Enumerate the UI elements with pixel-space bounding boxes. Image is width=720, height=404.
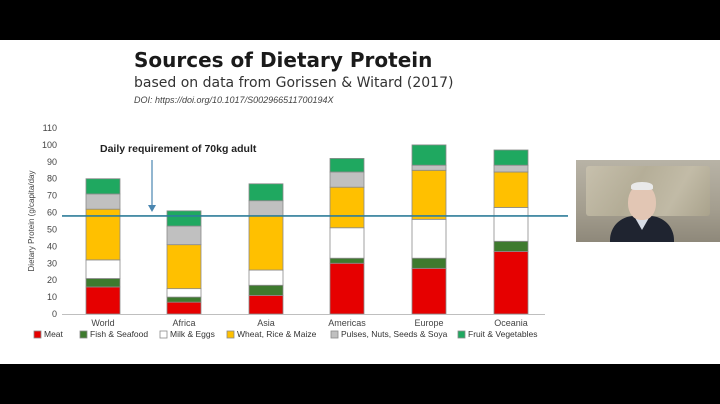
y-tick-label: 80 (47, 174, 57, 184)
y-tick-label: 20 (47, 275, 57, 285)
bar-segment (493, 171, 529, 208)
y-tick-label: 60 (47, 208, 57, 218)
bar-segment (85, 178, 121, 195)
y-tick-label: 90 (47, 157, 57, 167)
bar-segment (329, 171, 365, 188)
legend-label: Meat (44, 329, 64, 339)
x-tick-label: World (91, 318, 114, 328)
bar-segment (166, 301, 202, 315)
legend-swatch (159, 330, 168, 339)
x-tick-label: Europe (414, 318, 443, 328)
legend-label: Pulses, Nuts, Seeds & Soya (341, 329, 448, 339)
bar-segment (166, 244, 202, 290)
x-tick-label: Oceania (494, 318, 528, 328)
y-tick-label: 0 (52, 309, 57, 319)
slide-subtitle: based on data from Gorissen & Witard (20… (134, 75, 454, 91)
bar-segment (329, 227, 365, 259)
y-tick-label: 10 (47, 292, 57, 302)
bar-segment (166, 210, 202, 227)
bar-segment (411, 144, 447, 166)
presenter-hair (631, 182, 653, 190)
legend-swatch (457, 330, 466, 339)
bar-segment (411, 257, 447, 269)
bar-segment (411, 218, 447, 259)
annotation-text: Daily requirement of 70kg adult (100, 143, 257, 155)
bar-segment (85, 278, 121, 288)
legend-swatch (79, 330, 88, 339)
bar-segment (493, 251, 529, 315)
bar-segment (166, 288, 202, 298)
bar-segment (85, 286, 121, 315)
x-tick-label: Asia (257, 318, 275, 328)
bar-segment (493, 164, 529, 173)
bar-segment (493, 207, 529, 242)
bar-segment (166, 296, 202, 303)
bar-segment (329, 262, 365, 315)
legend-swatch (33, 330, 42, 339)
y-tick-label: 40 (47, 241, 57, 251)
bar-segment (85, 259, 121, 279)
bar-segment (329, 186, 365, 229)
y-tick-label: 100 (42, 140, 57, 150)
bar-segment (411, 169, 447, 220)
bar-segment (493, 240, 529, 252)
bar-segment (329, 158, 365, 173)
bar-segment (248, 200, 284, 217)
y-tick-label: 110 (43, 123, 57, 133)
bar-segment (329, 257, 365, 264)
bar-segment (85, 208, 121, 261)
legend-swatch (226, 330, 235, 339)
legend-label: Wheat, Rice & Maize (237, 329, 317, 339)
slide-title: Sources of Dietary Protein (134, 48, 433, 72)
bar-segment (85, 193, 121, 210)
bar-segment (248, 269, 284, 286)
legend-label: Fruit & Vegetables (468, 329, 537, 339)
bar-segment (248, 215, 284, 271)
bar-segment (248, 183, 284, 202)
x-tick-label: Africa (172, 318, 195, 328)
y-tick-label: 50 (47, 224, 57, 234)
bar-segment (248, 294, 284, 315)
y-tick-label: 70 (47, 191, 57, 201)
y-tick-label: 30 (47, 258, 57, 268)
doi-citation: DOI: https://doi.org/10.1017/S0029665117… (134, 95, 334, 105)
bar-segment (493, 149, 529, 166)
bar-segment (411, 164, 447, 171)
bar-segment (248, 284, 284, 296)
legend-swatch (330, 330, 339, 339)
y-axis-label: Dietary Protein (g/capita/day (27, 171, 36, 272)
legend-label: Milk & Eggs (170, 329, 215, 339)
bar-segment (166, 225, 202, 246)
presenter-head (628, 184, 656, 220)
webcam-video-feed (576, 160, 720, 242)
legend-label: Fish & Seafood (90, 329, 148, 339)
bar-segment (411, 267, 447, 315)
x-tick-label: Americas (328, 318, 366, 328)
annotation-arrow-head (148, 205, 156, 212)
